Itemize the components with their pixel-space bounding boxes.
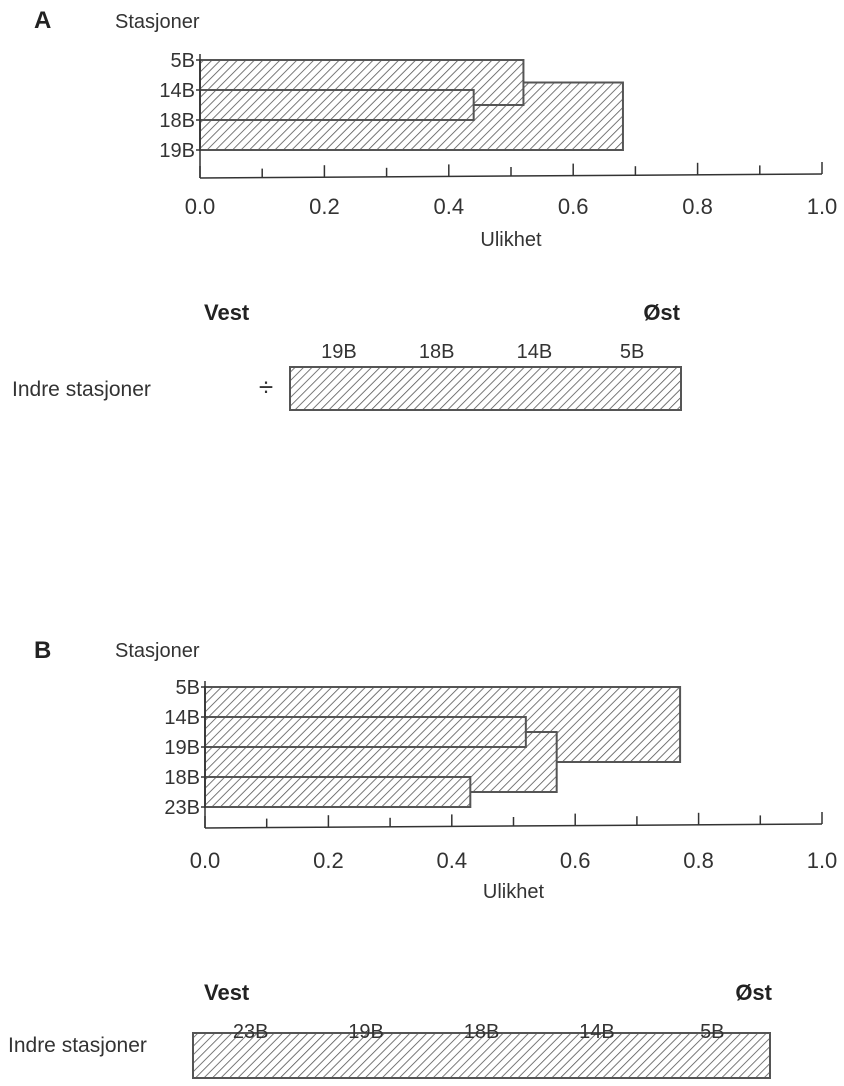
station-group-bar [289,366,682,411]
strip-station-label: 18B [464,1021,500,1043]
panel-a: A Stasjoner 5B 14B 18B 19B 0.0 0.2 0.4 0.6 0.8 1.0 U… [12,7,838,411]
strip-station-label: 14B [579,1021,615,1043]
west-label: Vest [204,300,250,325]
panel-label: A [34,7,51,34]
leaf-label: 19B [164,737,200,759]
x-tick-label: 0.2 [309,194,340,219]
leaf-label: 18B [164,767,200,789]
x-tick-label: 0.8 [682,194,713,219]
leaf-label: 5B [176,677,200,699]
x-tick-label: 1.0 [807,194,838,219]
x-tick-label: 0.6 [560,848,591,873]
x-tick-label: 0.4 [437,848,468,873]
x-axis-title: Ulikhet [480,229,542,251]
cluster-merge [204,716,527,748]
leaf-label: 18B [159,110,195,132]
strip-row-label: Indre stasjoner [8,1034,147,1057]
x-tick-label: 0.4 [434,194,465,219]
strip-row-symbol: ÷ [259,372,273,402]
station-group-bar [192,1032,771,1079]
x-tick-label: 0.2 [313,848,344,873]
x-tick-label: 0.6 [558,194,589,219]
leaf-label: 5B [171,50,195,72]
east-label: Øst [643,300,680,325]
cluster-merge [204,776,472,808]
leaf-label: 14B [164,707,200,729]
strip-station-label: 23B [233,1021,269,1043]
leaf-label: 23B [164,797,200,819]
y-axis-title: Stasjoner [115,11,200,33]
strip-station-label: 5B [700,1021,724,1043]
panel-b: B Stasjoner 5B 14B 19B 18B 23B 0.0 0.2 0.4 0.6 0.8 1… [8,637,838,1079]
strip-station-label: 19B [321,341,357,363]
x-tick-label: 1.0 [807,848,838,873]
strip-station-label: 19B [348,1021,384,1043]
cluster-merge [199,89,475,121]
x-tick-label: 0.8 [683,848,714,873]
strip-station-label: 14B [517,341,553,363]
strip-station-label: 5B [620,341,644,363]
y-axis-title: Stasjoner [115,640,200,662]
strip-row-label: Indre stasjoner [12,378,151,401]
leaf-label: 14B [159,80,195,102]
leaf-label: 19B [159,140,195,162]
x-axis-title: Ulikhet [483,881,545,903]
panel-label: B [34,637,51,664]
east-label: Øst [735,980,772,1005]
x-tick-label: 0.0 [190,848,221,873]
west-label: Vest [204,980,250,1005]
strip-station-label: 18B [419,341,455,363]
x-tick-label: 0.0 [185,194,216,219]
